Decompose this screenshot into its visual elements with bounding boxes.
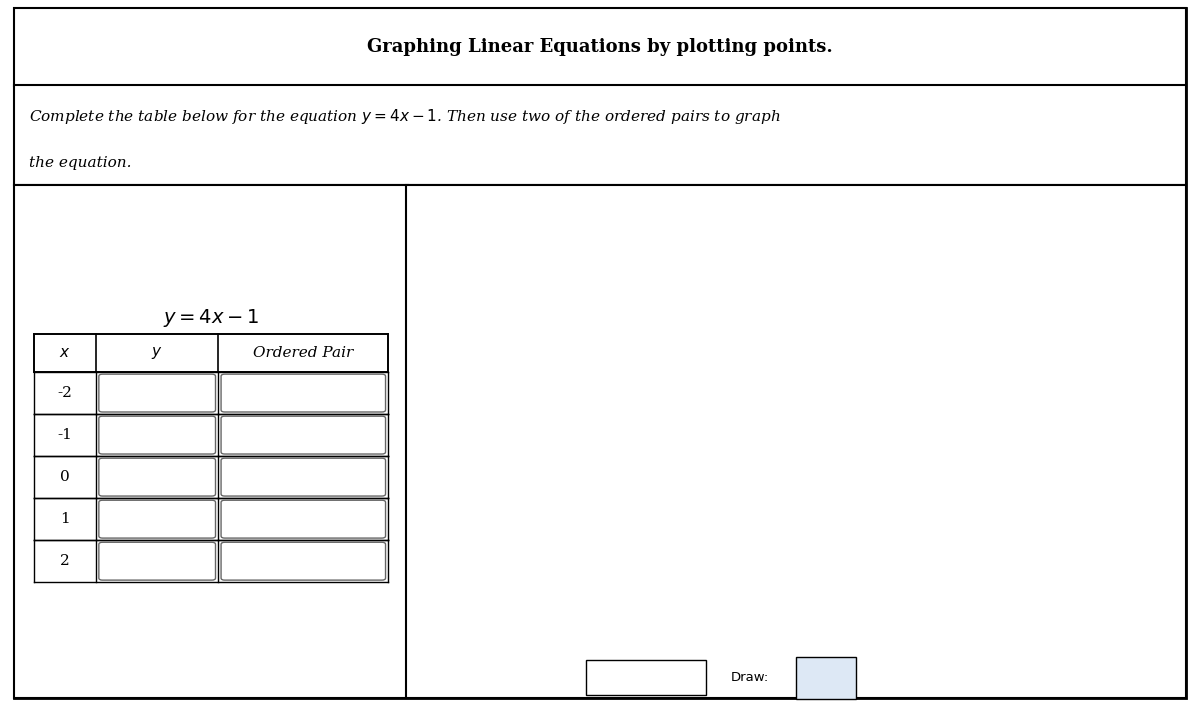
Text: Complete the table below for the equation $y = 4x - 1$. Then use two of the orde: Complete the table below for the equatio…	[29, 107, 780, 126]
Text: Ordered Pair: Ordered Pair	[253, 346, 354, 360]
Text: 10: 10	[790, 184, 806, 198]
Text: Graphing Linear Equations by plotting points.: Graphing Linear Equations by plotting po…	[367, 38, 833, 56]
Text: 5: 5	[772, 310, 781, 324]
Text: Clear All: Clear All	[618, 671, 673, 684]
Text: -1: -1	[58, 428, 72, 442]
Text: 5: 5	[965, 441, 974, 455]
Text: -10: -10	[787, 653, 809, 667]
Text: 0: 0	[60, 470, 70, 484]
Text: -10: -10	[758, 635, 781, 650]
Text: 10: 10	[1132, 441, 1150, 455]
Text: ●: ●	[804, 690, 811, 695]
Text: -5: -5	[619, 441, 634, 455]
Text: 2: 2	[60, 554, 70, 568]
Text: 10: 10	[763, 201, 781, 215]
Text: $y$: $y$	[151, 345, 163, 361]
Text: y: y	[815, 195, 823, 209]
Text: Draw:: Draw:	[731, 671, 769, 684]
Text: -5: -5	[767, 527, 781, 541]
Text: the equation.: the equation.	[29, 156, 131, 170]
Text: $x$: $x$	[59, 346, 71, 360]
Text: x: x	[1151, 401, 1159, 415]
Text: $y = 4x - 1$: $y = 4x - 1$	[163, 307, 259, 329]
Text: -2: -2	[58, 386, 72, 400]
Text: 1: 1	[60, 512, 70, 526]
Text: 10: 10	[446, 441, 464, 455]
